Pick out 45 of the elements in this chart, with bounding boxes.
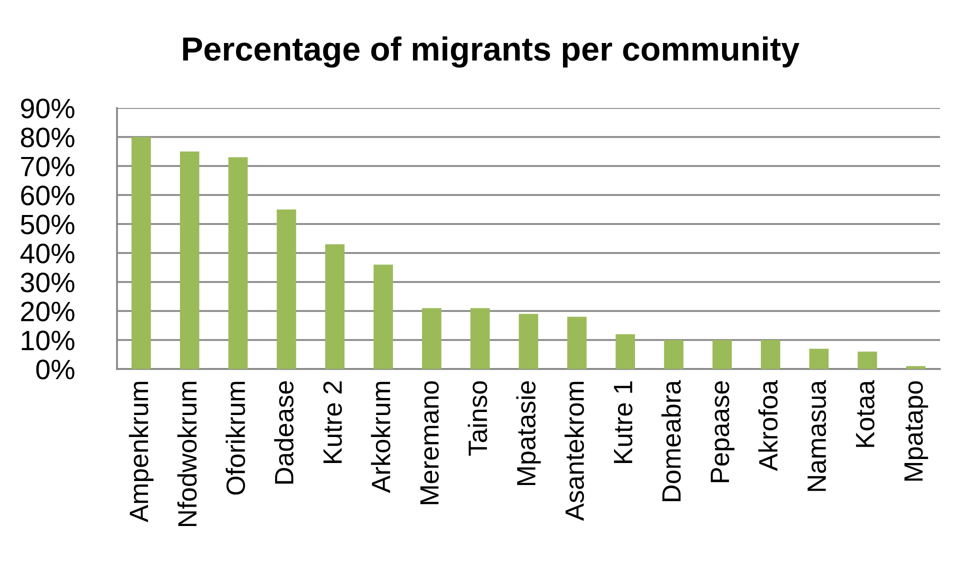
bar xyxy=(374,264,393,369)
x-tick-label: Kutre 2 xyxy=(323,381,342,464)
bar xyxy=(858,352,878,369)
bar xyxy=(422,308,442,369)
y-tick-label: 90% xyxy=(21,98,74,118)
x-tick-label: Akrofoa xyxy=(758,380,778,471)
x-tick-label: Asantekrom xyxy=(564,382,584,521)
x-tick-label: Pepaase xyxy=(710,381,734,482)
y-tick-label: 10% xyxy=(22,330,74,350)
y-tick-label: 60% xyxy=(21,186,74,206)
x-tick-label: Arkokrum xyxy=(370,382,390,493)
x-tick-label: Oforikrum xyxy=(226,382,246,495)
x-tick-label: Domeabra xyxy=(661,380,681,502)
bar xyxy=(616,334,636,369)
bar xyxy=(470,308,490,369)
y-tick-label: 20% xyxy=(21,302,74,322)
bar xyxy=(760,340,780,369)
x-tick-label: Namasua xyxy=(808,380,826,491)
x-tick-label: Kutre 1 xyxy=(614,381,632,464)
y-tick-label: 50% xyxy=(20,214,74,234)
bar xyxy=(664,340,684,369)
x-tick-label: Nfodwokrum xyxy=(177,382,197,526)
bar xyxy=(567,316,587,369)
y-tick-label: 70% xyxy=(21,156,74,176)
bar xyxy=(518,314,538,369)
x-tick-label: Tainso xyxy=(468,381,488,456)
y-tick-label: 40% xyxy=(20,244,74,264)
y-tick-label: 80% xyxy=(20,128,74,148)
y-tick-label: 30% xyxy=(20,272,74,292)
bar xyxy=(180,152,200,369)
x-tick-label: Mpatapo xyxy=(904,381,928,481)
x-tick-label: Kotaa xyxy=(856,380,874,447)
x-tick-label: Ampenkrum xyxy=(128,382,154,522)
bar xyxy=(276,210,296,369)
bar xyxy=(228,157,248,369)
bar xyxy=(712,340,732,369)
bar xyxy=(906,366,926,369)
bar xyxy=(132,137,151,369)
x-tick-label: Mpatasie xyxy=(516,381,541,486)
bar xyxy=(325,244,345,369)
y-tick-label: 0% xyxy=(36,360,74,380)
x-tick-label: Dadease xyxy=(274,381,294,484)
bar xyxy=(809,348,829,369)
chart-title: Percentage of migrants per community xyxy=(183,36,800,68)
x-tick-label: Meremano xyxy=(420,381,439,504)
